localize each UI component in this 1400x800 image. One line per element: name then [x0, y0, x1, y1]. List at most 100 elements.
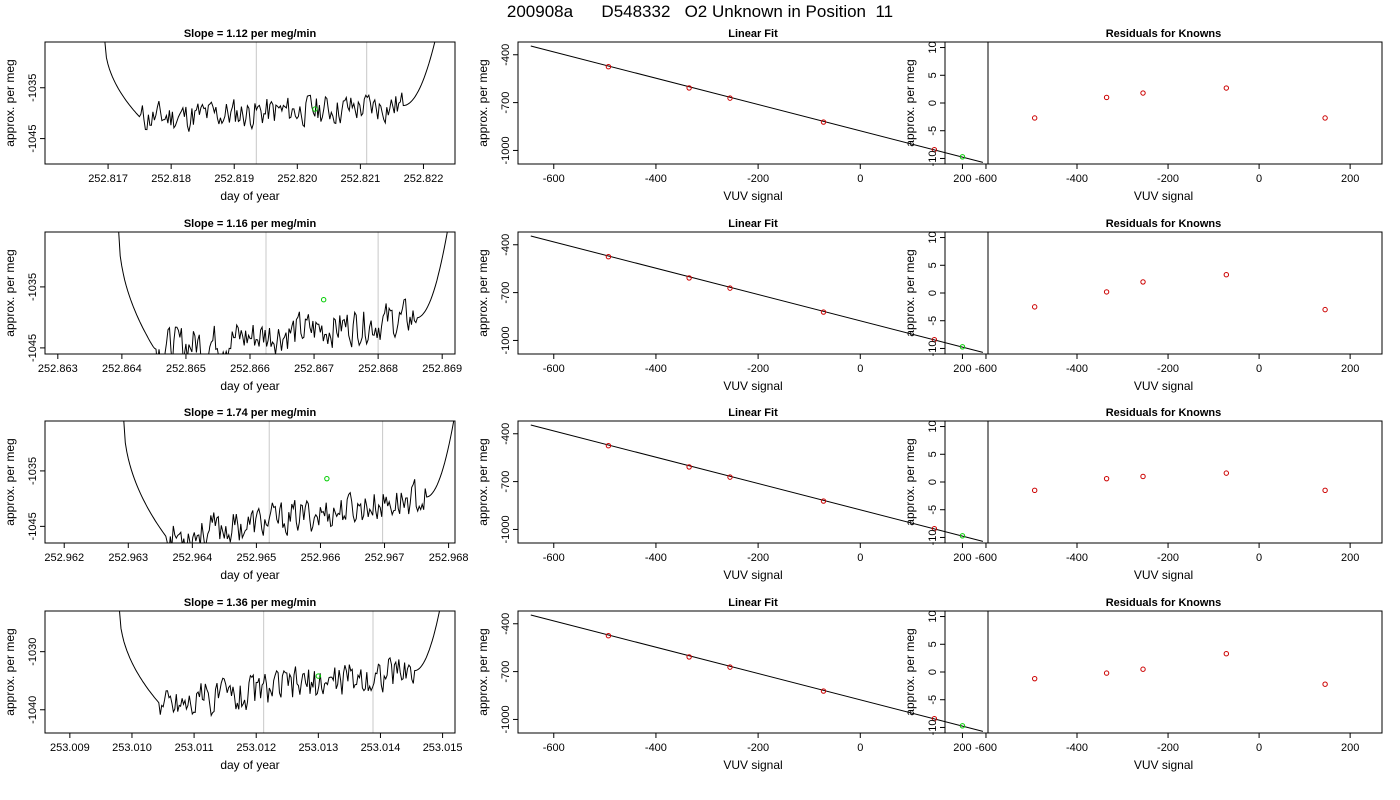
data-point — [1322, 681, 1328, 687]
x-tick-label: -400 — [1066, 552, 1088, 564]
plot-frame — [944, 420, 1383, 544]
x-tick-label: 252.962 — [44, 552, 84, 564]
y-axis-label: approx. per meg — [3, 438, 17, 525]
x-tick-label: 253.013 — [298, 742, 338, 754]
x-tick-label: 252.965 — [237, 552, 277, 564]
data-point — [727, 285, 733, 291]
x-tick-label: 0 — [1256, 363, 1262, 375]
x-tick-label: 252.967 — [365, 552, 405, 564]
x-tick-label: 252.863 — [38, 363, 78, 375]
data-point — [1140, 90, 1146, 96]
y-tick-label: 5 — [927, 451, 939, 457]
y-tick-label: 0 — [927, 290, 939, 296]
data-point — [686, 464, 692, 470]
plot-area — [1031, 470, 1328, 494]
y-tick-label: -5 — [927, 316, 939, 326]
panel-3-1: Slope = 1.74 per meg/min day of year appro… — [3, 407, 468, 582]
data-point — [1031, 304, 1038, 310]
plot-area — [1031, 651, 1328, 687]
x-tick-label: -400 — [645, 552, 667, 564]
plot-frame — [944, 41, 1383, 165]
x-tick-label: 252.866 — [230, 363, 270, 375]
y-axis-label: approx. per meg — [3, 59, 17, 146]
data-point — [605, 64, 612, 70]
y-tick-label: 5 — [927, 262, 939, 268]
data-point — [605, 254, 612, 260]
x-tick-label: 252.966 — [301, 552, 341, 564]
x-tick-label: 253.015 — [423, 742, 463, 754]
x-axis-label: day of year — [220, 379, 279, 393]
data-point — [1223, 272, 1230, 278]
panel-title: Linear Fit — [728, 407, 778, 419]
x-tick-label: 252.820 — [277, 173, 317, 185]
plot-frame — [44, 610, 456, 734]
y-tick-label: 5 — [927, 72, 939, 78]
x-tick-label: -400 — [645, 742, 667, 754]
page-title: 200908a D548332 O2 Unknown in Position 1… — [506, 2, 894, 21]
x-axis-label: VUV signal — [1134, 758, 1193, 772]
y-tick-label: -700 — [500, 92, 512, 114]
panel-title: Residuals for Knowns — [1106, 407, 1222, 419]
panel-2-3: Residuals for Knowns VUV signal approx. pe… — [903, 218, 1383, 393]
x-axis-label: VUV signal — [723, 379, 782, 393]
data-point — [1103, 289, 1110, 295]
y-tick-label: -400 — [500, 44, 512, 66]
y-tick-label: -1045 — [27, 512, 39, 540]
unknown-marker — [959, 344, 966, 350]
panel-title: Slope = 1.74 per meg/min — [184, 407, 317, 419]
y-tick-label: -700 — [500, 471, 512, 493]
x-tick-label: 0 — [1256, 552, 1262, 564]
x-tick-label: 200 — [1341, 173, 1359, 185]
data-point — [1322, 306, 1328, 313]
panel-4-2: Linear Fit VUV signal approx. per meg -600 -… — [476, 597, 989, 772]
x-tick-label: 252.964 — [172, 552, 212, 564]
x-tick-label: 252.869 — [422, 363, 462, 375]
unknown-marker — [320, 297, 327, 303]
data-point — [1322, 115, 1328, 121]
panel-title: Slope = 1.12 per meg/min — [184, 28, 317, 40]
x-axis-label: VUV signal — [1134, 379, 1193, 393]
y-tick-label: -1045 — [27, 334, 39, 362]
x-tick-label: -600 — [543, 742, 565, 754]
data-point — [1031, 115, 1038, 121]
y-axis-label: approx. per meg — [903, 438, 917, 525]
plot-area — [530, 235, 984, 353]
y-tick-label: -1030 — [27, 638, 39, 666]
y-tick-label: 10 — [927, 420, 939, 432]
plot-area — [1031, 272, 1328, 313]
unknown-marker — [324, 475, 330, 482]
x-tick-label: -200 — [747, 173, 769, 185]
data-point — [727, 664, 733, 670]
data-point — [1223, 470, 1230, 476]
x-tick-label: 200 — [953, 363, 971, 375]
panel-1-1: Slope = 1.12 per meg/min day of year appro… — [3, 28, 456, 203]
data-point — [1140, 279, 1146, 285]
y-tick-label: -10 — [927, 151, 939, 167]
plot-area — [104, 42, 436, 164]
panel-title: Slope = 1.36 per meg/min — [184, 597, 317, 609]
data-point — [820, 688, 827, 694]
panel-title: Residuals for Knowns — [1106, 218, 1222, 230]
panel-3-2: Linear Fit VUV signal approx. per meg -600 -… — [476, 407, 989, 582]
x-tick-label: -200 — [1157, 363, 1179, 375]
x-tick-label: -600 — [543, 552, 565, 564]
y-tick-label: 10 — [927, 231, 939, 243]
data-point — [1322, 487, 1328, 494]
x-tick-label: 253.011 — [175, 742, 214, 754]
x-tick-label: -200 — [747, 742, 769, 754]
data-point — [931, 715, 938, 722]
panel-title: Linear Fit — [728, 597, 778, 609]
data-point — [1223, 85, 1230, 91]
x-tick-label: 0 — [1256, 742, 1262, 754]
x-tick-label: -600 — [975, 363, 997, 375]
x-tick-label: 252.821 — [341, 173, 381, 185]
plot-frame — [44, 231, 456, 355]
signal-trace — [118, 232, 448, 354]
unknown-marker — [315, 673, 322, 679]
y-tick-label: 0 — [927, 669, 939, 675]
panel-title: Residuals for Knowns — [1106, 597, 1222, 609]
x-tick-label: -600 — [975, 552, 997, 564]
x-tick-label: 0 — [857, 742, 863, 754]
panel-1-2: Linear Fit VUV signal approx. per meg -600 -… — [476, 28, 989, 203]
x-tick-label: 252.818 — [151, 173, 191, 185]
